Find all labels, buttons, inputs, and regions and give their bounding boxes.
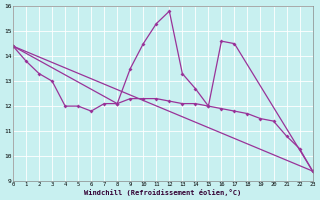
X-axis label: Windchill (Refroidissement éolien,°C): Windchill (Refroidissement éolien,°C): [84, 189, 242, 196]
